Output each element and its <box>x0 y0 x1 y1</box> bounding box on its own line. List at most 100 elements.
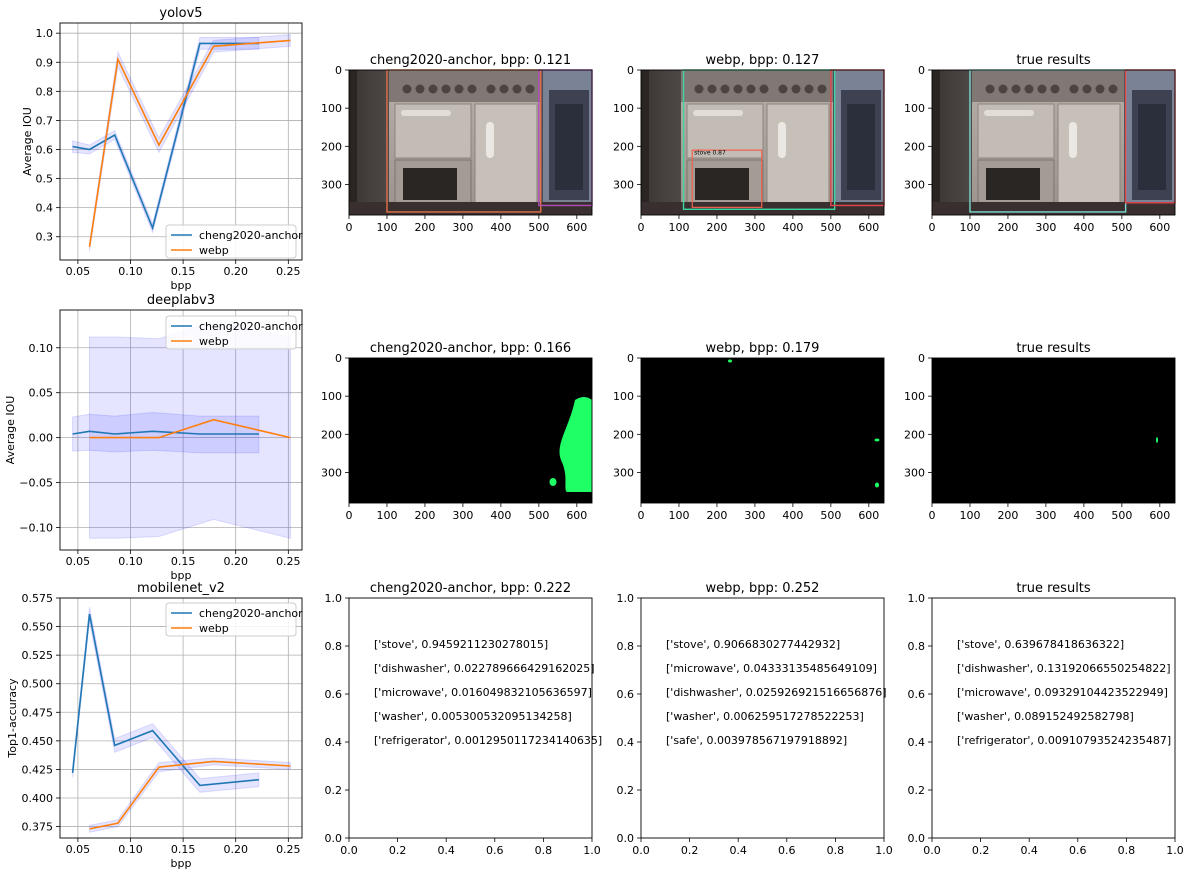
y-tick-label: 0.450 <box>22 735 54 748</box>
y-tick-label: 200 <box>613 140 634 153</box>
y-tick-label: 100 <box>321 390 342 403</box>
x-tick-label: 200 <box>414 509 435 522</box>
y-tick-label: 300 <box>321 178 342 191</box>
y-tick-label: 300 <box>321 466 342 479</box>
y-tick-label: 0 <box>918 64 925 77</box>
class-prediction: ['washer', 0.089152492582798] <box>957 710 1134 723</box>
detection-label: stove 0.87 <box>694 150 726 157</box>
x-tick-label: 200 <box>997 221 1018 234</box>
x-tick-label: 0.6 <box>778 844 796 857</box>
x-tick-label: 0.8 <box>827 844 845 857</box>
text-panel-background <box>932 598 1175 838</box>
x-tick-label: 0.05 <box>66 265 91 278</box>
x-tick-label: 1.0 <box>583 844 601 857</box>
class-prediction: ['dishwasher', 0.13192066550254822] <box>957 662 1171 675</box>
class-prediction: ['stove', 0.639678418636322] <box>957 638 1124 651</box>
panel-title: cheng2020-anchor, bpp: 0.121 <box>370 53 571 68</box>
y-tick-label: 0.6 <box>36 143 54 156</box>
panel-title: webp, bpp: 0.252 <box>706 581 820 596</box>
class-prediction: ['refrigerator', 0.00910793524235487] <box>957 734 1171 747</box>
x-tick-label: 0.25 <box>276 843 301 856</box>
axes-frame <box>348 357 593 504</box>
x-tick-label: 1.0 <box>875 844 893 857</box>
x-tick-label: 0.15 <box>171 555 196 568</box>
axes-frame <box>59 22 303 261</box>
y-tick-label: 0.4 <box>36 202 54 215</box>
y-tick-label: 0.8 <box>36 85 54 98</box>
axes-frame <box>931 597 1176 839</box>
x-tick-label: 400 <box>490 221 511 234</box>
x-tick-label: 0 <box>346 509 353 522</box>
x-tick-label: 0 <box>346 221 353 234</box>
confidence-band-cheng2020-anchor <box>72 37 260 234</box>
class-prediction: ['safe', 0.003978567197918892] <box>666 734 847 747</box>
x-tick-label: 300 <box>452 221 473 234</box>
panel-photo-1: cheng2020-anchor, bpp: 0.121 0 100 200 300 40… <box>321 53 593 234</box>
axes-frame <box>640 69 885 216</box>
y-tick-label: 100 <box>321 102 342 115</box>
x-tick-label: 0.6 <box>1069 844 1087 857</box>
confidence-band-webp <box>89 34 291 252</box>
legend-box <box>165 224 297 259</box>
x-tick-label: 0.10 <box>118 265 143 278</box>
panel-mask-1: cheng2020-anchor, bpp: 0.166 0 100 200 300 40… <box>321 341 593 522</box>
panel-title: webp, bpp: 0.127 <box>706 53 820 68</box>
x-tick-label: 100 <box>376 509 397 522</box>
y-tick-label: 0 <box>918 352 925 365</box>
x-tick-label: 600 <box>566 221 587 234</box>
x-tick-label: 0.2 <box>681 844 699 857</box>
text-panel-background <box>641 598 884 838</box>
y-tick-label: 0.550 <box>22 621 54 634</box>
class-prediction: ['washer', 0.005300532095134258] <box>374 710 572 723</box>
y-tick-label: 0.4 <box>325 736 343 749</box>
y-axis-label: Top1-accuracy <box>6 678 19 759</box>
y-axis-label: Average IOU <box>4 396 17 465</box>
y-tick-label: 300 <box>613 466 634 479</box>
y-tick-label: 200 <box>613 428 634 441</box>
x-tick-label: 0.4 <box>1020 844 1038 857</box>
x-tick-label: 0.20 <box>223 265 248 278</box>
y-tick-label: 200 <box>904 140 925 153</box>
axes-frame <box>640 597 885 839</box>
x-axis-label: bpp <box>171 569 192 582</box>
x-tick-label: 500 <box>528 509 549 522</box>
panel-text-3: true results ['stove', 0.639678418636322]… <box>908 581 1184 857</box>
y-tick-label: 0.6 <box>325 688 343 701</box>
class-prediction: ['microwave', 0.09329104423522949] <box>957 686 1168 699</box>
x-tick-label: 300 <box>744 509 765 522</box>
x-tick-label: 0.2 <box>972 844 990 857</box>
x-tick-label: 300 <box>744 221 765 234</box>
x-tick-label: 0.20 <box>223 843 248 856</box>
y-tick-label: 0.0 <box>617 832 635 845</box>
y-tick-label: 0.2 <box>908 784 926 797</box>
x-axis-label: bpp <box>171 857 192 870</box>
class-prediction: ['refrigerator', 0.0012950117234140635] <box>374 734 602 747</box>
y-tick-label: 100 <box>613 390 634 403</box>
x-tick-label: 200 <box>706 221 727 234</box>
panel-title: webp, bpp: 0.179 <box>706 341 820 356</box>
series-line-webp <box>89 760 291 830</box>
x-tick-label: 0.4 <box>729 844 747 857</box>
legend-label: webp <box>199 622 229 635</box>
y-tick-label: 0.4 <box>908 736 926 749</box>
y-tick-label: 0.3 <box>36 231 54 244</box>
class-prediction: ['microwave', 0.04333135485649109] <box>666 662 877 675</box>
x-tick-label: 200 <box>997 509 1018 522</box>
y-tick-label: 0.2 <box>325 784 343 797</box>
x-tick-label: 600 <box>1149 509 1170 522</box>
y-tick-label: 0.375 <box>22 821 54 834</box>
x-tick-label: 0 <box>638 221 645 234</box>
x-tick-label: 200 <box>706 509 727 522</box>
x-tick-label: 1.0 <box>1166 844 1184 857</box>
panel-title: true results <box>1016 581 1091 596</box>
legend-label: cheng2020-anchor <box>199 607 303 620</box>
class-prediction: ['dishwasher', 0.022789666429162025] <box>374 662 595 675</box>
x-tick-label: 0.6 <box>486 844 504 857</box>
axes-frame <box>59 309 303 551</box>
x-tick-label: 0.8 <box>535 844 553 857</box>
x-tick-label: 0.25 <box>276 555 301 568</box>
legend-label: webp <box>199 335 229 348</box>
series-line-webp <box>88 39 291 248</box>
segmentation-mask <box>1156 437 1158 443</box>
x-tick-label: 300 <box>1035 509 1056 522</box>
